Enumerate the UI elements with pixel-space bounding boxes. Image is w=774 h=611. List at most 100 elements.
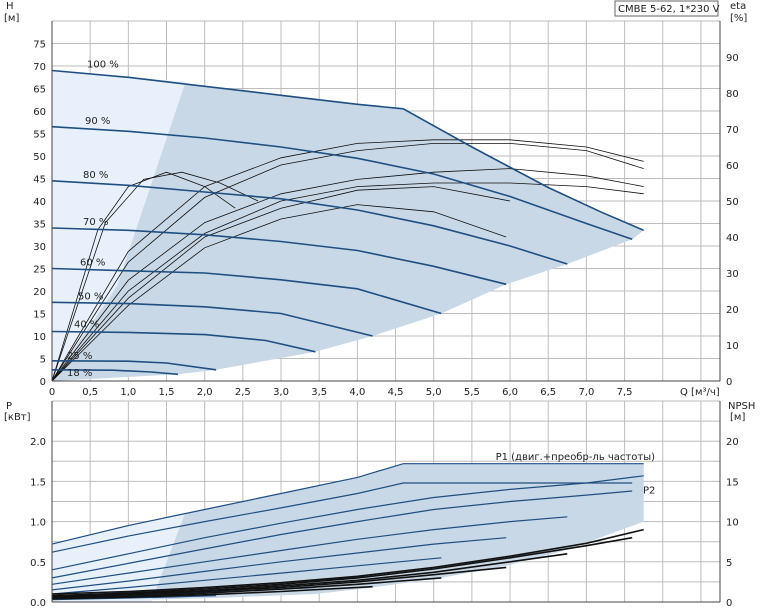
eta-axis-title: eta: [730, 1, 746, 12]
eta-tick-label: 0: [726, 377, 732, 388]
npsh-curve: [51, 536, 633, 597]
npsh-curve: [51, 585, 373, 600]
eta-tick-label: 50: [726, 197, 739, 208]
head-curve: [51, 180, 568, 265]
x-tick-label: 6,5: [540, 387, 556, 398]
power-curve: [51, 516, 568, 585]
p-tick-label: 0.5: [30, 558, 46, 569]
npsh-tick-label: 15: [726, 477, 739, 488]
head-curve: [51, 125, 633, 241]
y-tick-label: 40: [33, 197, 46, 208]
curve-label: 18 %: [67, 368, 92, 379]
curve-label: 90 %: [85, 116, 110, 127]
x-tick-label: 7,0: [578, 387, 594, 398]
eta-curve: [51, 186, 511, 382]
head-curve: [51, 69, 645, 232]
region-main: [52, 70, 644, 381]
eta-curve: [51, 143, 644, 382]
x-tick-label: 4,0: [349, 387, 365, 398]
npsh-tick-label: 20: [726, 437, 739, 448]
npsh-curves: [51, 528, 644, 600]
curve-label: 70 %: [83, 217, 108, 228]
x-tick-label: 2,5: [235, 387, 251, 398]
title-box: [614, 0, 719, 17]
eta-tick-label: 60: [726, 161, 739, 172]
curve-label: 100 %: [87, 60, 119, 71]
eta-tick-label: 10: [726, 341, 739, 352]
p-axis-unit: [кВт]: [4, 412, 31, 423]
eta-tick-label: 20: [726, 305, 739, 316]
x-tick-label: 0: [49, 387, 55, 398]
head-curve: [51, 267, 442, 315]
npsh-tick-label: 5: [726, 558, 732, 569]
x-tick-label: 6,0: [502, 387, 518, 398]
y-tick-label: 35: [33, 220, 46, 231]
p1-label: P1 (двиг.+преобр-ль частоты): [496, 452, 656, 463]
x-tick-label: 7,5: [617, 387, 633, 398]
y-tick-label: 15: [33, 310, 46, 321]
y-tick-label: 45: [33, 175, 46, 186]
eta-tick-label: 40: [726, 233, 739, 244]
x-tick-label: 4,5: [388, 387, 404, 398]
curve-label: 25 %: [67, 351, 92, 362]
npsh-tick-label: 0: [726, 598, 732, 609]
y-tick-label: 5: [40, 355, 46, 366]
eta-curve: [51, 139, 644, 382]
p-axis-title: P: [6, 401, 12, 412]
x-tick-label: 3,5: [311, 387, 327, 398]
eta-curve: [51, 171, 236, 382]
y-axis-unit: [м]: [4, 13, 19, 24]
eta-tick-label: 30: [726, 269, 739, 280]
npsh-curve: [51, 566, 507, 598]
npsh-axis-title: NPSH: [728, 401, 755, 412]
curve-label: 40 %: [74, 320, 99, 331]
labels: 0 0,5 1,0 1,5 2,0 2,5 3,0 3,5 4,0 4,5 5,0 5,5 6,0 6,5…: [4, 1, 755, 609]
power-region: [52, 463, 644, 602]
head-curves: [51, 69, 645, 376]
x-tick-label: 3,0: [273, 387, 289, 398]
eta-tick-label: 80: [726, 89, 739, 100]
head-curve: [51, 227, 507, 286]
eta-curve: [51, 171, 259, 382]
y-tick-label: 10: [33, 332, 46, 343]
curve-label: 50 %: [78, 291, 103, 302]
power-curve: [51, 490, 633, 579]
x-tick-label: 1,0: [120, 387, 136, 398]
head-curve: [51, 360, 217, 371]
x-tick-label: 2,0: [197, 387, 213, 398]
x-tick-label: 5,0: [426, 387, 442, 398]
eta-axis-unit: [%]: [730, 13, 747, 24]
power-curve: [51, 475, 644, 571]
power-curve: [51, 537, 507, 591]
p-tick-label: 0.0: [30, 598, 46, 609]
y-tick-label: 25: [33, 265, 46, 276]
npsh-axis-unit: [м]: [730, 412, 745, 423]
chart-title: CMBE 5-62, 1*230 V: [618, 4, 720, 15]
p2-label: P2: [643, 485, 655, 496]
eta-tick-label: 90: [726, 53, 739, 64]
power-curve: [51, 557, 442, 595]
power-curve: [51, 482, 633, 553]
y-tick-label: 70: [33, 62, 46, 73]
curve-label: 60 %: [80, 258, 105, 269]
y-tick-label: 75: [33, 40, 46, 51]
x-tick-label: 1,5: [159, 387, 175, 398]
axes: [51, 21, 721, 603]
y-tick-label: 55: [33, 130, 46, 141]
y-tick-label: 50: [33, 152, 46, 163]
eta-curve: [51, 204, 507, 382]
curve-label: 80 %: [83, 170, 108, 181]
y-tick-label: 30: [33, 242, 46, 253]
x-tick-label: 0,5: [82, 387, 98, 398]
y-tick-label: 20: [33, 287, 46, 298]
x-axis-title: Q [м³/ч]: [680, 387, 720, 398]
eta-curve: [51, 168, 644, 382]
p-tick-label: 2.0: [30, 437, 46, 448]
npsh-curve: [51, 528, 644, 595]
eta-tick-label: 70: [726, 125, 739, 136]
y-axis-title: H: [6, 1, 14, 12]
p-tick-label: 1.5: [30, 477, 46, 488]
y-tick-label: 65: [33, 85, 46, 96]
head-curve: [51, 369, 179, 376]
